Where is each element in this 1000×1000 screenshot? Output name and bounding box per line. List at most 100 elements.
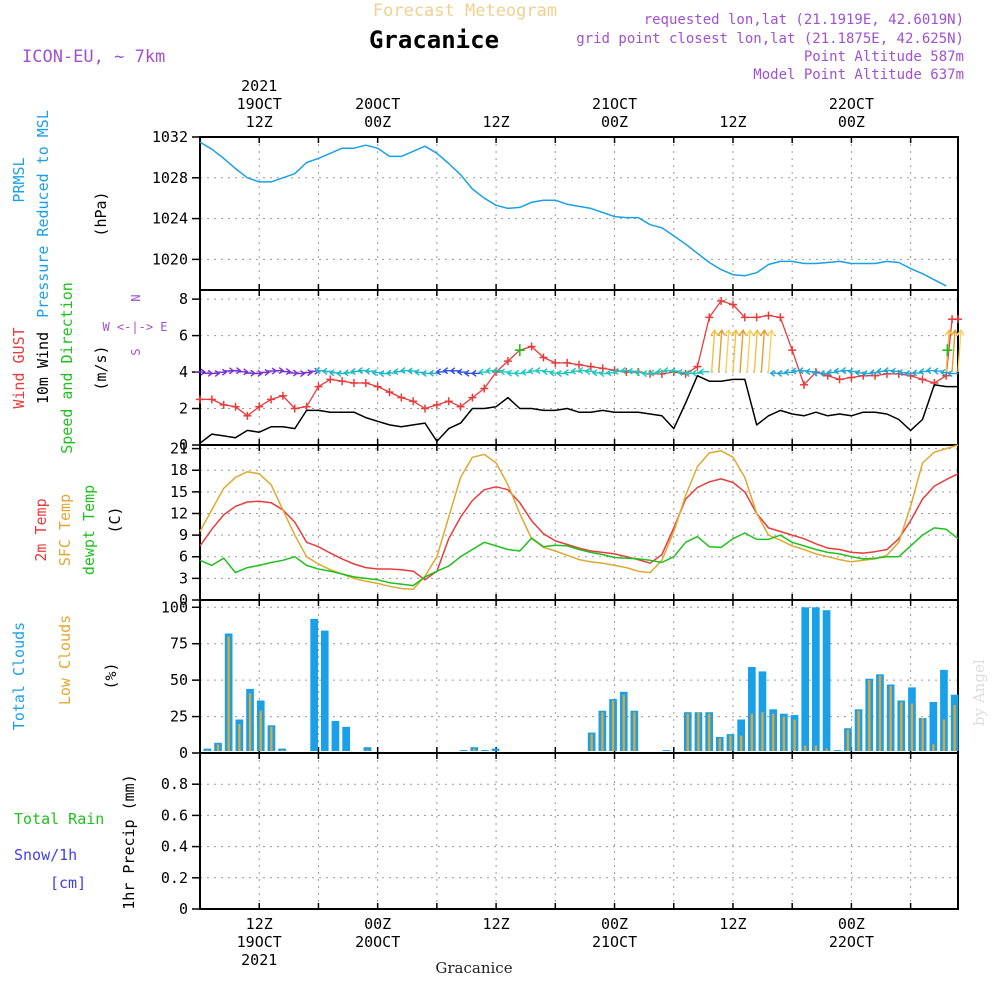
bottom-time-label: 00Z [601,915,628,933]
wind-arrow-head [563,369,569,377]
panel-frame [199,752,959,910]
low-cloud-bar [740,735,743,751]
y-tick-label: 0 [179,591,188,609]
y-tick-label: 3 [179,569,188,587]
wind-arrow-vertical-head [752,328,761,337]
wind-ylabel-10m: 10m Wind [34,332,52,404]
low-cloud-bar [889,686,892,751]
y-tick-label: 0 [179,744,188,762]
bottom-time-label: 12Z [719,915,746,933]
clouds-unit: (%) [102,662,120,689]
pressure-panel: PRMSL Pressure Reduced to MSL (hPa) 1020… [10,110,959,318]
wind-arrow-head [932,367,939,375]
low-cloud-bar [206,750,209,751]
wind-arrow-head [826,368,832,377]
total-cloud-bar [481,750,489,751]
low-cloud-bar [772,713,775,751]
wind-arrow-head [335,369,342,378]
low-cloud-bar [697,712,700,751]
temp-sfc-line [199,444,959,590]
y-tick-label: 50 [170,671,188,689]
compass-north: N [129,294,143,301]
wind-arrow-vertical-head [944,328,953,337]
low-cloud-bar [804,745,807,751]
bottom-time-label: 21OCT [592,933,637,951]
top-time-label: 00Z [838,113,865,131]
wind-arrow-head [925,367,932,375]
low-cloud-bar [942,719,946,751]
wind-arrow-head [613,367,619,375]
wind-arrow-vertical [957,330,962,373]
top-time-label: 20OCT [355,95,400,113]
wind-arrow-vertical-head [731,328,740,337]
wind-arrow-head [421,369,427,378]
total-cloud-bar [320,630,329,751]
top-time-label: 22OCT [829,95,874,113]
wind-arrow-head [677,368,683,376]
total-cloud-bar [737,719,745,751]
low-cloud-bar [248,693,252,751]
total-cloud-bar [801,607,810,751]
wind-arrow-head [605,369,612,377]
temp-ylabel-2m: 2m Temp [32,498,50,561]
low-cloud-bar [718,738,721,751]
wind-arrow-head [833,367,839,375]
y-tick-label: 6 [179,327,188,345]
total-cloud-bar [662,750,671,751]
y-tick-label: 4 [179,363,188,381]
wind-arrow-head [478,368,484,376]
wind-arrow-vertical-head [745,328,754,337]
wind-arrow-head [520,368,527,376]
wind-arrow-head [364,367,370,375]
wind-arrow-head [435,368,442,376]
top-time-label: 19OCT [237,95,282,113]
gust-line [200,300,958,417]
wind-arrow-head [662,367,669,375]
y-tick-label: 75 [170,635,188,653]
wind-arrow-head [819,369,825,378]
wind-arrow-head [513,369,520,378]
wind-arrow-head [854,369,861,377]
location-title: Gracanice [369,26,499,54]
wind-arrow-head [456,368,463,376]
temperature-panel: 2m Temp SFC Temp dewpt Temp (C) 0 3 6 9 12 15… [32,440,959,609]
wind-arrow-head [300,369,306,378]
wind-arrow-vertical-head [950,328,959,337]
total-cloud-bar [929,702,938,751]
low-cloud-bar [622,694,625,751]
wind-arrow-head [641,369,648,378]
wind-arrow-head [499,368,505,376]
wind-panel: Wind GUST 10m Wind Speed and Direction (… [10,282,965,454]
wind-arrow-head [684,369,690,378]
wind-arrow-head [357,367,363,375]
wind-arrow-vertical-head [738,328,747,337]
wind-arrow-head [627,367,633,375]
y-tick-label: 0.2 [161,869,188,887]
low-cloud-bar [238,723,241,751]
total-cloud-bar [363,747,372,751]
low-cloud-bar [473,748,476,751]
low-cloud-bar [270,726,273,751]
credit-watermark: by Angel [970,659,988,726]
low-cloud-bar [868,680,871,751]
wind-arrow-head [214,369,221,377]
wind-arrow-head [918,367,925,376]
wind-arrow-vertical-head [766,328,776,337]
wind-arrow-head [648,369,655,377]
low-cloud-bar [601,712,604,751]
wind-arrow-vertical [753,330,758,373]
total-cloud-bar [310,618,318,751]
bottom-time-label: 00Z [364,915,391,933]
precip-legend-cm: [cm] [50,874,86,892]
y-tick-label: 25 [170,708,188,726]
bottom-time-label: 19OCT [237,933,282,951]
low-cloud-bar [708,713,711,751]
wind-arrow-head [840,367,847,375]
wind-arrow-head [691,369,697,377]
pressure-ylabel-line1: PRMSL [10,157,28,202]
compass-west-east: W <-|-> E [102,320,167,334]
low-cloud-bar [686,713,689,751]
point-altitude: Point Altitude 587m [804,49,964,65]
wind-arrow-head [861,369,868,378]
